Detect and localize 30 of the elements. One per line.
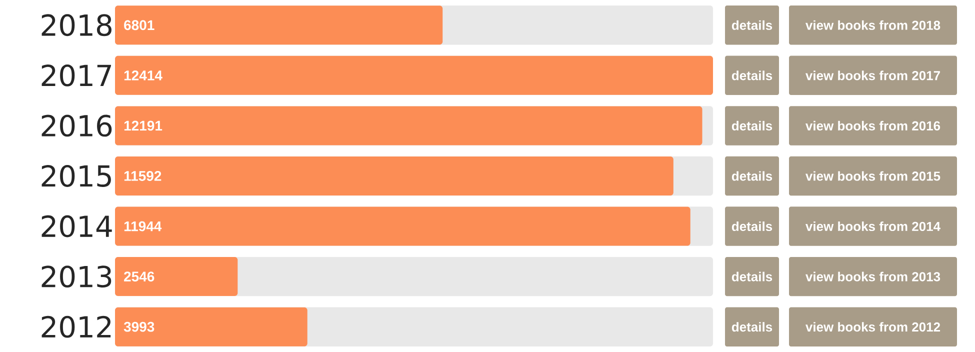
text: details xyxy=(732,70,772,80)
text: view books from 2012 xyxy=(805,322,940,332)
text: view books from 2016 xyxy=(805,120,940,130)
text: details xyxy=(732,322,772,332)
text: details xyxy=(732,221,772,232)
text: details xyxy=(732,171,772,181)
text: view books from 2014 xyxy=(805,221,940,232)
data-label: 11944 xyxy=(124,221,162,232)
text: view books from 2018 xyxy=(805,20,940,30)
y-tick-label: 2016 xyxy=(42,114,112,137)
y-tick-label: 2012 xyxy=(42,316,111,338)
text: details xyxy=(732,20,772,30)
data-label: 6801 xyxy=(124,20,154,30)
text: view books from 2013 xyxy=(805,272,940,282)
y-tick-label: 2013 xyxy=(42,266,112,288)
text: details xyxy=(732,120,772,130)
data-label: 2546 xyxy=(124,272,154,282)
y-tick-label: 2018 xyxy=(42,14,112,36)
text: details xyxy=(732,272,772,282)
y-tick-label: 2017 xyxy=(42,64,111,86)
y-tick-label: 2015 xyxy=(42,165,111,187)
data-label: 11592 xyxy=(124,171,162,181)
data-label: 12414 xyxy=(124,70,162,80)
text: view books from 2017 xyxy=(805,70,940,80)
data-label: 12191 xyxy=(124,120,162,131)
data-label: 3993 xyxy=(124,322,154,332)
bar xyxy=(115,257,238,296)
bar xyxy=(115,307,308,346)
text: view books from 2015 xyxy=(805,171,940,181)
y-tick-label: 2014 xyxy=(42,215,112,238)
